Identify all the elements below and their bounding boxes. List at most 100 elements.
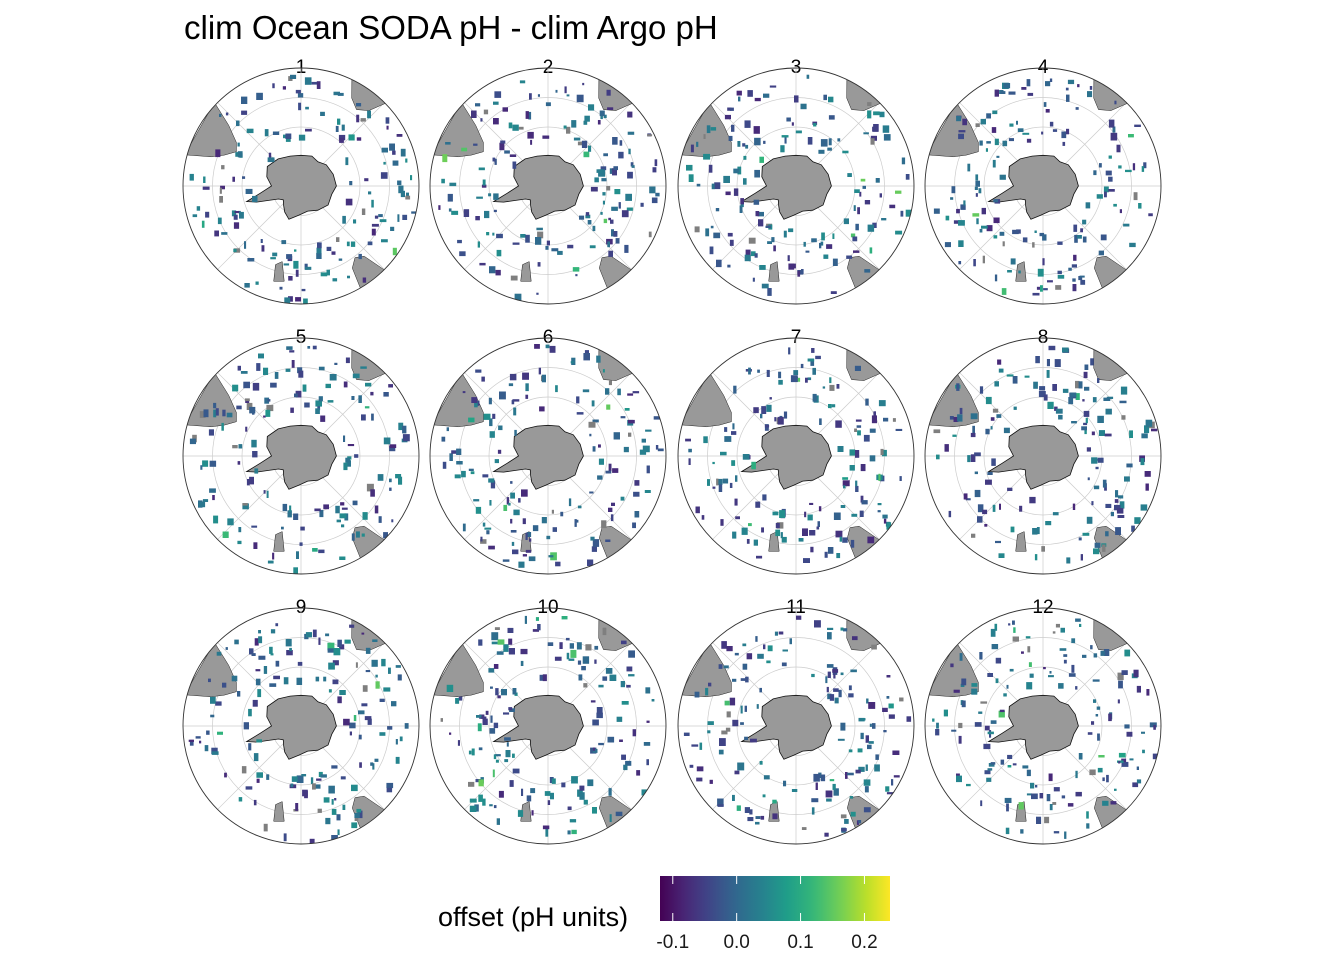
offset-cell — [475, 216, 480, 221]
offset-cell — [249, 476, 254, 485]
offset-cell — [1058, 683, 1064, 689]
offset-cell — [855, 223, 859, 231]
offset-cell — [498, 790, 504, 798]
offset-cell — [1074, 234, 1078, 243]
offset-cell — [234, 639, 239, 645]
offset-cell — [344, 639, 351, 644]
offset-cell — [724, 700, 730, 706]
offset-cell — [318, 396, 323, 402]
offset-cell — [1055, 408, 1063, 414]
offset-cell — [249, 648, 254, 655]
offset-cell — [404, 723, 409, 729]
offset-cell — [743, 178, 747, 185]
offset-cell — [493, 805, 497, 809]
offset-cell — [961, 700, 966, 708]
offset-cell — [712, 486, 716, 489]
offset-cell — [222, 531, 229, 538]
offset-cell — [878, 400, 886, 407]
offset-cell — [440, 718, 443, 722]
offset-cell — [1049, 804, 1053, 811]
offset-cell — [481, 376, 485, 382]
offset-cell — [1039, 386, 1046, 391]
offset-cell — [592, 539, 600, 547]
offset-cell — [528, 556, 536, 562]
offset-cell — [258, 636, 263, 644]
offset-cell — [395, 665, 401, 668]
offset-cell — [1105, 170, 1112, 176]
offset-cell — [1108, 189, 1115, 192]
offset-cell — [1113, 203, 1117, 207]
offset-cell — [371, 228, 376, 236]
offset-cell — [286, 346, 293, 350]
offset-cell — [318, 637, 321, 645]
offset-cell — [1086, 447, 1091, 452]
offset-cell — [1075, 393, 1080, 400]
offset-cell — [1061, 131, 1067, 139]
offset-cell — [238, 444, 243, 449]
offset-cell — [512, 549, 519, 555]
offset-cell — [219, 187, 222, 194]
offset-cell — [494, 91, 502, 98]
offset-cell — [1025, 636, 1031, 639]
offset-cell — [608, 463, 612, 472]
offset-cell — [836, 384, 840, 389]
offset-cell — [496, 651, 504, 655]
offset-cell — [358, 710, 365, 715]
offset-cell — [525, 383, 529, 392]
offset-cell — [585, 214, 591, 219]
offset-cell — [603, 114, 607, 119]
offset-cell — [763, 140, 766, 144]
offset-cell — [476, 400, 480, 406]
offset-cell — [734, 498, 738, 506]
panel-label: 9 — [295, 597, 307, 618]
offset-cell — [366, 483, 374, 492]
offset-cell — [468, 417, 475, 423]
offset-cell — [1141, 433, 1148, 439]
offset-cell — [991, 458, 996, 466]
offset-cell — [266, 404, 274, 412]
offset-cell — [326, 269, 330, 276]
offset-cell — [473, 143, 478, 146]
offset-cell — [263, 666, 268, 674]
offset-cell — [589, 433, 592, 437]
offset-cell — [1013, 627, 1016, 633]
offset-cell — [856, 820, 860, 825]
offset-cell — [1120, 386, 1128, 395]
offset-cell — [970, 413, 978, 420]
offset-cell — [1044, 816, 1050, 824]
offset-cell — [783, 780, 787, 787]
offset-cell — [871, 415, 877, 424]
offset-cell — [879, 193, 882, 198]
offset-cell — [448, 208, 452, 212]
offset-cell — [716, 478, 719, 486]
offset-cell — [811, 807, 815, 815]
offset-cell — [1028, 662, 1032, 667]
offset-cell — [1083, 371, 1088, 379]
offset-cell — [327, 648, 335, 653]
offset-cell — [1093, 485, 1100, 490]
offset-cell — [402, 425, 407, 434]
offset-cell — [1067, 803, 1074, 807]
offset-cell — [627, 131, 635, 135]
offset-cell — [703, 436, 708, 444]
offset-cell — [405, 158, 408, 163]
offset-cell — [272, 83, 275, 89]
offset-cell — [846, 255, 853, 259]
offset-cell — [598, 444, 601, 448]
offset-cell — [331, 835, 338, 841]
offset-cell — [817, 521, 820, 527]
offset-cell — [882, 449, 887, 457]
offset-cell — [503, 644, 509, 652]
offset-cell — [545, 344, 550, 349]
offset-cell — [867, 536, 875, 544]
offset-cell — [1078, 381, 1083, 389]
offset-cell — [1133, 669, 1139, 678]
offset-cell — [703, 134, 706, 139]
offset-cell — [575, 519, 579, 523]
offset-cell — [623, 446, 629, 453]
offset-cell — [263, 823, 268, 832]
offset-cell — [318, 366, 325, 371]
offset-cell — [810, 361, 815, 366]
offset-cell — [612, 468, 619, 473]
offset-cell — [518, 498, 521, 503]
